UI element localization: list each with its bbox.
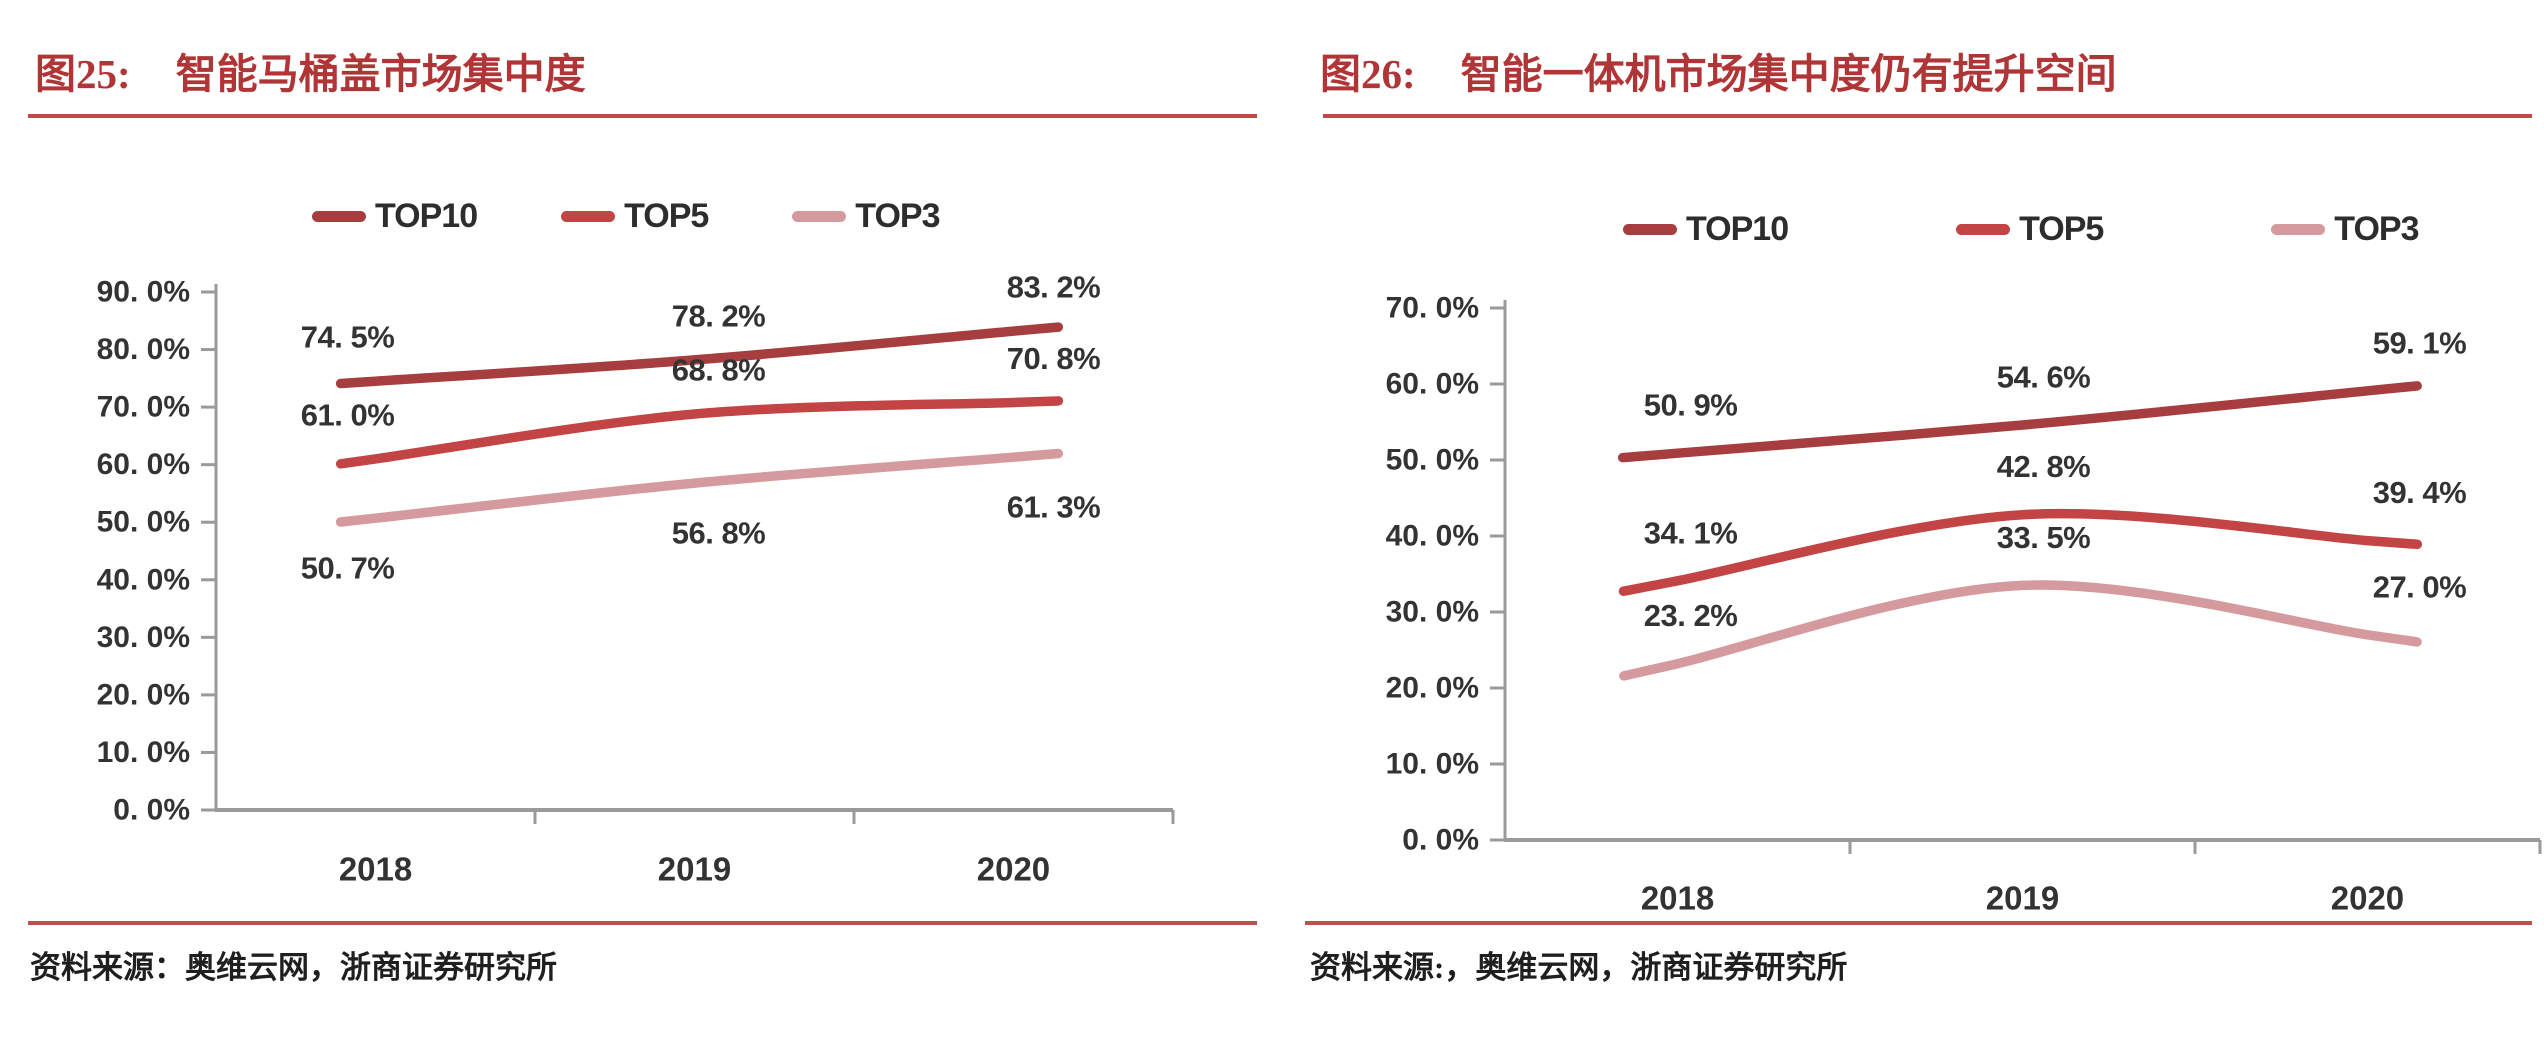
footer-divider-line <box>28 921 1257 925</box>
y-tick-label: 40. 0% <box>97 563 190 596</box>
data-label: 23. 2% <box>1644 598 1738 633</box>
y-tick-label: 0. 0% <box>113 794 190 827</box>
figure-panel-26: 图26: 智能一体机市场集中度仍有提升空间 TOP10 TOP5 TOP3 0.… <box>1272 0 2544 1042</box>
y-axis: 0. 0% 10. 0% 20. 0% 30. 0% 40. 0% 50. 0% 60. 0… <box>97 276 218 827</box>
legend-marker-top10 <box>312 211 366 222</box>
legend-item-top5: TOP5 <box>561 197 709 236</box>
legend-item-top3: TOP3 <box>792 197 940 236</box>
y-tick-label: 70. 0% <box>97 391 190 424</box>
data-label: 54. 6% <box>1997 360 2091 395</box>
series-line-top5 <box>335 396 1064 469</box>
series-line-top5 <box>1618 508 2423 596</box>
y-tick-label: 90. 0% <box>97 276 190 309</box>
data-label: 33. 5% <box>1997 520 2091 555</box>
data-label: 39. 4% <box>2373 475 2467 510</box>
y-tick-label: 60. 0% <box>1386 368 1479 401</box>
series-labels-top10: 74. 5% 78. 2% 83. 2% <box>301 270 1101 355</box>
figure-title: 智能马桶盖市场集中度 <box>175 51 586 97</box>
y-tick-label: 50. 0% <box>97 506 190 539</box>
series-line-top3 <box>1619 580 2422 681</box>
legend-item-top3: TOP3 <box>2271 210 2419 249</box>
legend-item-top10: TOP10 <box>1623 210 1789 249</box>
y-tick-label: 10. 0% <box>1386 748 1479 781</box>
y-tick-label: 30. 0% <box>97 621 190 654</box>
legend-label-top5: TOP5 <box>624 197 709 235</box>
data-label: 50. 7% <box>301 551 395 586</box>
x-tick-label: 2019 <box>658 851 731 888</box>
series-line-top10 <box>1617 381 2422 463</box>
series-labels-top3: 23. 2% 33. 5% 27. 0% <box>1644 520 2467 633</box>
y-tick-label: 50. 0% <box>1386 444 1479 477</box>
legend-marker-top5 <box>561 211 616 222</box>
figure-title-row: 图26: 智能一体机市场集中度仍有提升空间 <box>1320 40 2117 100</box>
data-label: 56. 8% <box>672 516 766 551</box>
data-label: 34. 1% <box>1644 515 1738 550</box>
legend-item-top5: TOP5 <box>1956 210 2104 249</box>
footer-divider-line <box>1305 921 2532 925</box>
data-label: 74. 5% <box>301 320 395 355</box>
data-label: 27. 0% <box>2373 569 2467 604</box>
data-label: 70. 8% <box>1007 341 1101 376</box>
y-tick-label: 80. 0% <box>97 333 190 366</box>
data-label: 50. 9% <box>1644 388 1738 423</box>
legend-label-top3: TOP3 <box>2334 210 2419 248</box>
title-divider-line <box>28 114 1257 118</box>
legend-label-top5: TOP5 <box>2019 210 2104 248</box>
legend-marker-top10 <box>1623 224 1677 235</box>
data-label: 59. 1% <box>2373 325 2467 360</box>
series-line-top3 <box>335 448 1064 527</box>
data-label: 68. 8% <box>672 353 766 388</box>
figure-number-label: 图25: <box>35 51 131 97</box>
figure-title-row: 图25: 智能马桶盖市场集中度 <box>35 40 586 100</box>
x-tick-label: 2018 <box>339 851 412 888</box>
line-chart-market-concentration-smart-toilet-lid: 0. 0% 10. 0% 20. 0% 30. 0% 40. 0% 50. 0% 60. 0… <box>97 270 1175 888</box>
chart-legend: TOP10 TOP5 TOP3 <box>312 197 940 236</box>
series-line-top10 <box>335 322 1064 389</box>
legend-label-top10: TOP10 <box>1686 210 1789 248</box>
series-labels-top5: 34. 1% 42. 8% 39. 4% <box>1644 449 2467 550</box>
y-axis: 0. 0% 10. 0% 20. 0% 30. 0% 40. 0% 50. 0% 60. 0… <box>1386 292 1507 857</box>
x-tick-label: 2018 <box>1641 880 1714 917</box>
y-tick-label: 20. 0% <box>97 678 190 711</box>
y-tick-label: 40. 0% <box>1386 520 1479 553</box>
y-tick-label: 70. 0% <box>1386 292 1479 325</box>
legend-marker-top5 <box>1956 224 2011 235</box>
legend-item-top10: TOP10 <box>312 197 478 236</box>
data-label: 61. 3% <box>1007 490 1101 525</box>
x-tick-label: 2019 <box>1986 880 2059 917</box>
data-label: 83. 2% <box>1007 270 1101 305</box>
legend-marker-top3 <box>792 211 847 222</box>
source-note: 资料来源:，奥维云网，浙商证券研究所 <box>1310 950 1848 985</box>
y-tick-label: 60. 0% <box>97 448 190 481</box>
source-note: 资料来源：奥维云网，浙商证券研究所 <box>30 950 557 985</box>
x-tick-label: 2020 <box>977 851 1050 888</box>
y-tick-label: 10. 0% <box>97 736 190 769</box>
data-label: 78. 2% <box>672 298 766 333</box>
chart-legend: TOP10 TOP5 TOP3 <box>1623 210 2419 249</box>
x-axis: 2018 2019 2020 <box>215 808 1175 888</box>
series-labels-top5: 61. 0% 68. 8% 70. 8% <box>301 341 1101 432</box>
series-labels-top3: 50. 7% 56. 8% 61. 3% <box>301 490 1101 586</box>
x-tick-label: 2020 <box>2331 880 2404 917</box>
figure-panel-25: 图25: 智能马桶盖市场集中度 TOP10 TOP5 TOP3 0. 0% 10.… <box>28 40 1257 985</box>
data-label: 42. 8% <box>1997 449 2091 484</box>
figure-title: 智能一体机市场集中度仍有提升空间 <box>1460 51 2117 97</box>
title-divider-line <box>1323 114 2532 118</box>
legend-marker-top3 <box>2271 224 2326 235</box>
series-labels-top10: 50. 9% 54. 6% 59. 1% <box>1644 325 2467 423</box>
figure-number-label: 图26: <box>1320 51 1416 97</box>
y-tick-label: 30. 0% <box>1386 596 1479 629</box>
data-label: 61. 0% <box>301 397 395 432</box>
x-axis: 2018 2019 2020 <box>1504 838 2542 917</box>
y-tick-label: 0. 0% <box>1402 824 1479 857</box>
y-tick-label: 20. 0% <box>1386 672 1479 705</box>
line-chart-market-concentration-smart-integrated-toilet: 0. 0% 10. 0% 20. 0% 30. 0% 40. 0% 50. 0% 60. 0… <box>1386 292 2542 917</box>
legend-label-top3: TOP3 <box>855 197 940 235</box>
legend-label-top10: TOP10 <box>375 197 478 235</box>
